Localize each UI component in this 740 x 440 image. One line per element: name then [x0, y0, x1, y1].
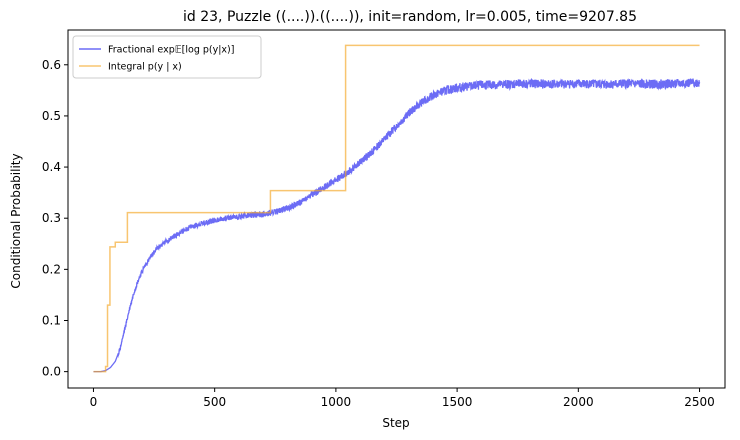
legend: Fractional exp𝔼[log p(y|x)] Integral p(y …: [72, 35, 262, 79]
x-tick-label: 1000: [321, 395, 352, 409]
y-tick-label: 0.1: [42, 313, 61, 327]
x-tick-label: 2500: [684, 395, 715, 409]
y-axis-label: Conditional Probability: [9, 153, 23, 288]
x-tick-label: 1500: [442, 395, 473, 409]
x-tick-label: 2000: [563, 395, 594, 409]
y-tick-label: 0.4: [42, 160, 61, 174]
legend-label: Integral p(y | x): [108, 62, 182, 73]
y-tick-label: 0.5: [42, 109, 61, 123]
plot-frame: [67, 29, 726, 389]
y-tick-label: 0.6: [42, 58, 61, 72]
x-tick-label: 500: [203, 395, 226, 409]
series-line-integral: [93, 44, 700, 373]
axes-layer: [67, 29, 726, 389]
x-axis-label: Step: [382, 416, 409, 430]
series-line-fractional: [93, 77, 701, 373]
series-layer: [93, 44, 701, 373]
y-tick-label: 0.3: [42, 211, 61, 225]
y-tick-label: 0.0: [42, 365, 61, 379]
chart-title: id 23, Puzzle ((....)).((....)), init=ra…: [183, 9, 637, 25]
x-tick-label: 0: [90, 395, 98, 409]
ticks-layer: 0 500 1000 1500 2000 2500 0.0 0.1 0.2 0.3 0.4 0.5 0.…: [42, 58, 715, 409]
legend-box: [72, 35, 262, 79]
y-tick-label: 0.2: [42, 262, 61, 276]
legend-label: Fractional exp𝔼[log p(y|x)]: [108, 45, 234, 56]
